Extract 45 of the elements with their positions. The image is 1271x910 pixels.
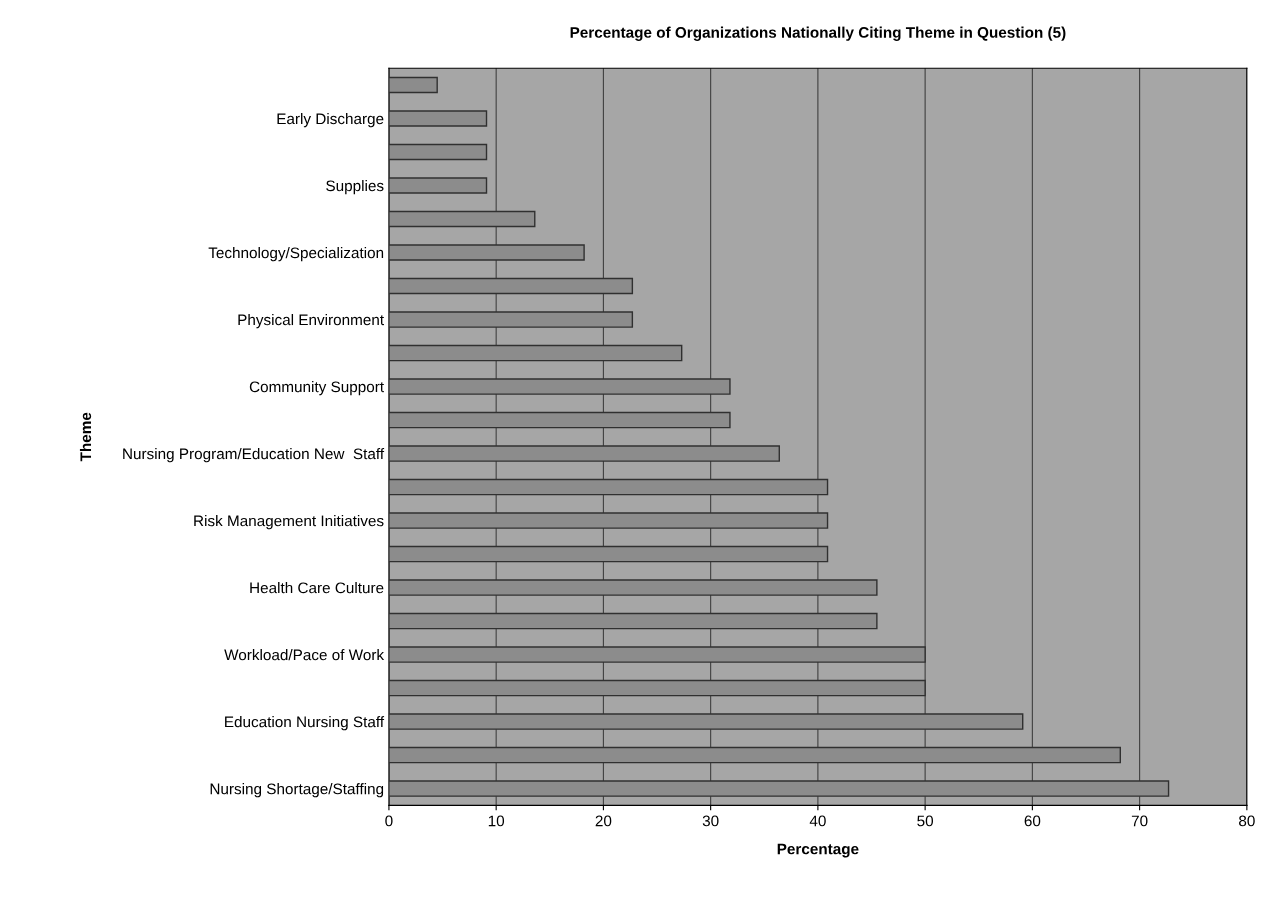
bar [388,210,536,228]
x-tick-label: 0 [385,815,393,827]
chart-title: Percentage of Organizations Nationally Citing Theme in Question (5) [570,26,1066,41]
bar [388,311,634,328]
y-axis-title: Theme [79,412,92,462]
y-tick-label: Early Discharge [277,112,384,128]
bar [388,579,878,596]
x-tick-label: 30 [702,815,719,827]
x-tick-label: 20 [595,815,612,827]
bar [388,110,488,127]
x-axis-title: Percentage [777,843,859,858]
x-tick-label: 50 [917,815,934,827]
bar [388,512,829,529]
x-tick-label: 40 [809,815,826,827]
x-tick-label: 80 [1239,815,1255,827]
y-tick-label: Physical Environment [238,314,384,329]
x-tick-label: 10 [488,815,505,827]
bar [388,713,1024,730]
bar [388,344,683,362]
y-tick-label: Nursing Shortage/Staffing [210,783,384,798]
bar [388,545,829,563]
bar [388,76,438,94]
y-tick-label: Workload/Pace of Work [224,649,385,661]
y-tick-label: Health Care Culture [250,582,384,594]
bar [388,177,488,194]
bar [388,780,1170,797]
y-tick-label: Technology/Specialization [208,246,384,262]
bar [388,646,926,663]
bar [388,679,926,697]
bar [388,277,634,295]
y-tick-label: Community Support [249,381,384,396]
bar [388,478,829,496]
y-tick-label: Education Nursing Staff [225,716,385,731]
bar [388,746,1122,764]
x-tick-label: 60 [1024,815,1041,827]
bar [388,378,731,395]
bar [388,143,488,161]
y-tick-label: Supplies [326,179,384,195]
y-tick-label: Risk Management Initiatives [194,515,384,530]
y-tick-label: Nursing Program/Education New Staff [123,448,385,463]
bar [388,411,731,429]
x-tick-label: 70 [1131,815,1148,827]
bar [388,244,585,261]
bar [388,612,878,630]
bar [388,445,780,462]
